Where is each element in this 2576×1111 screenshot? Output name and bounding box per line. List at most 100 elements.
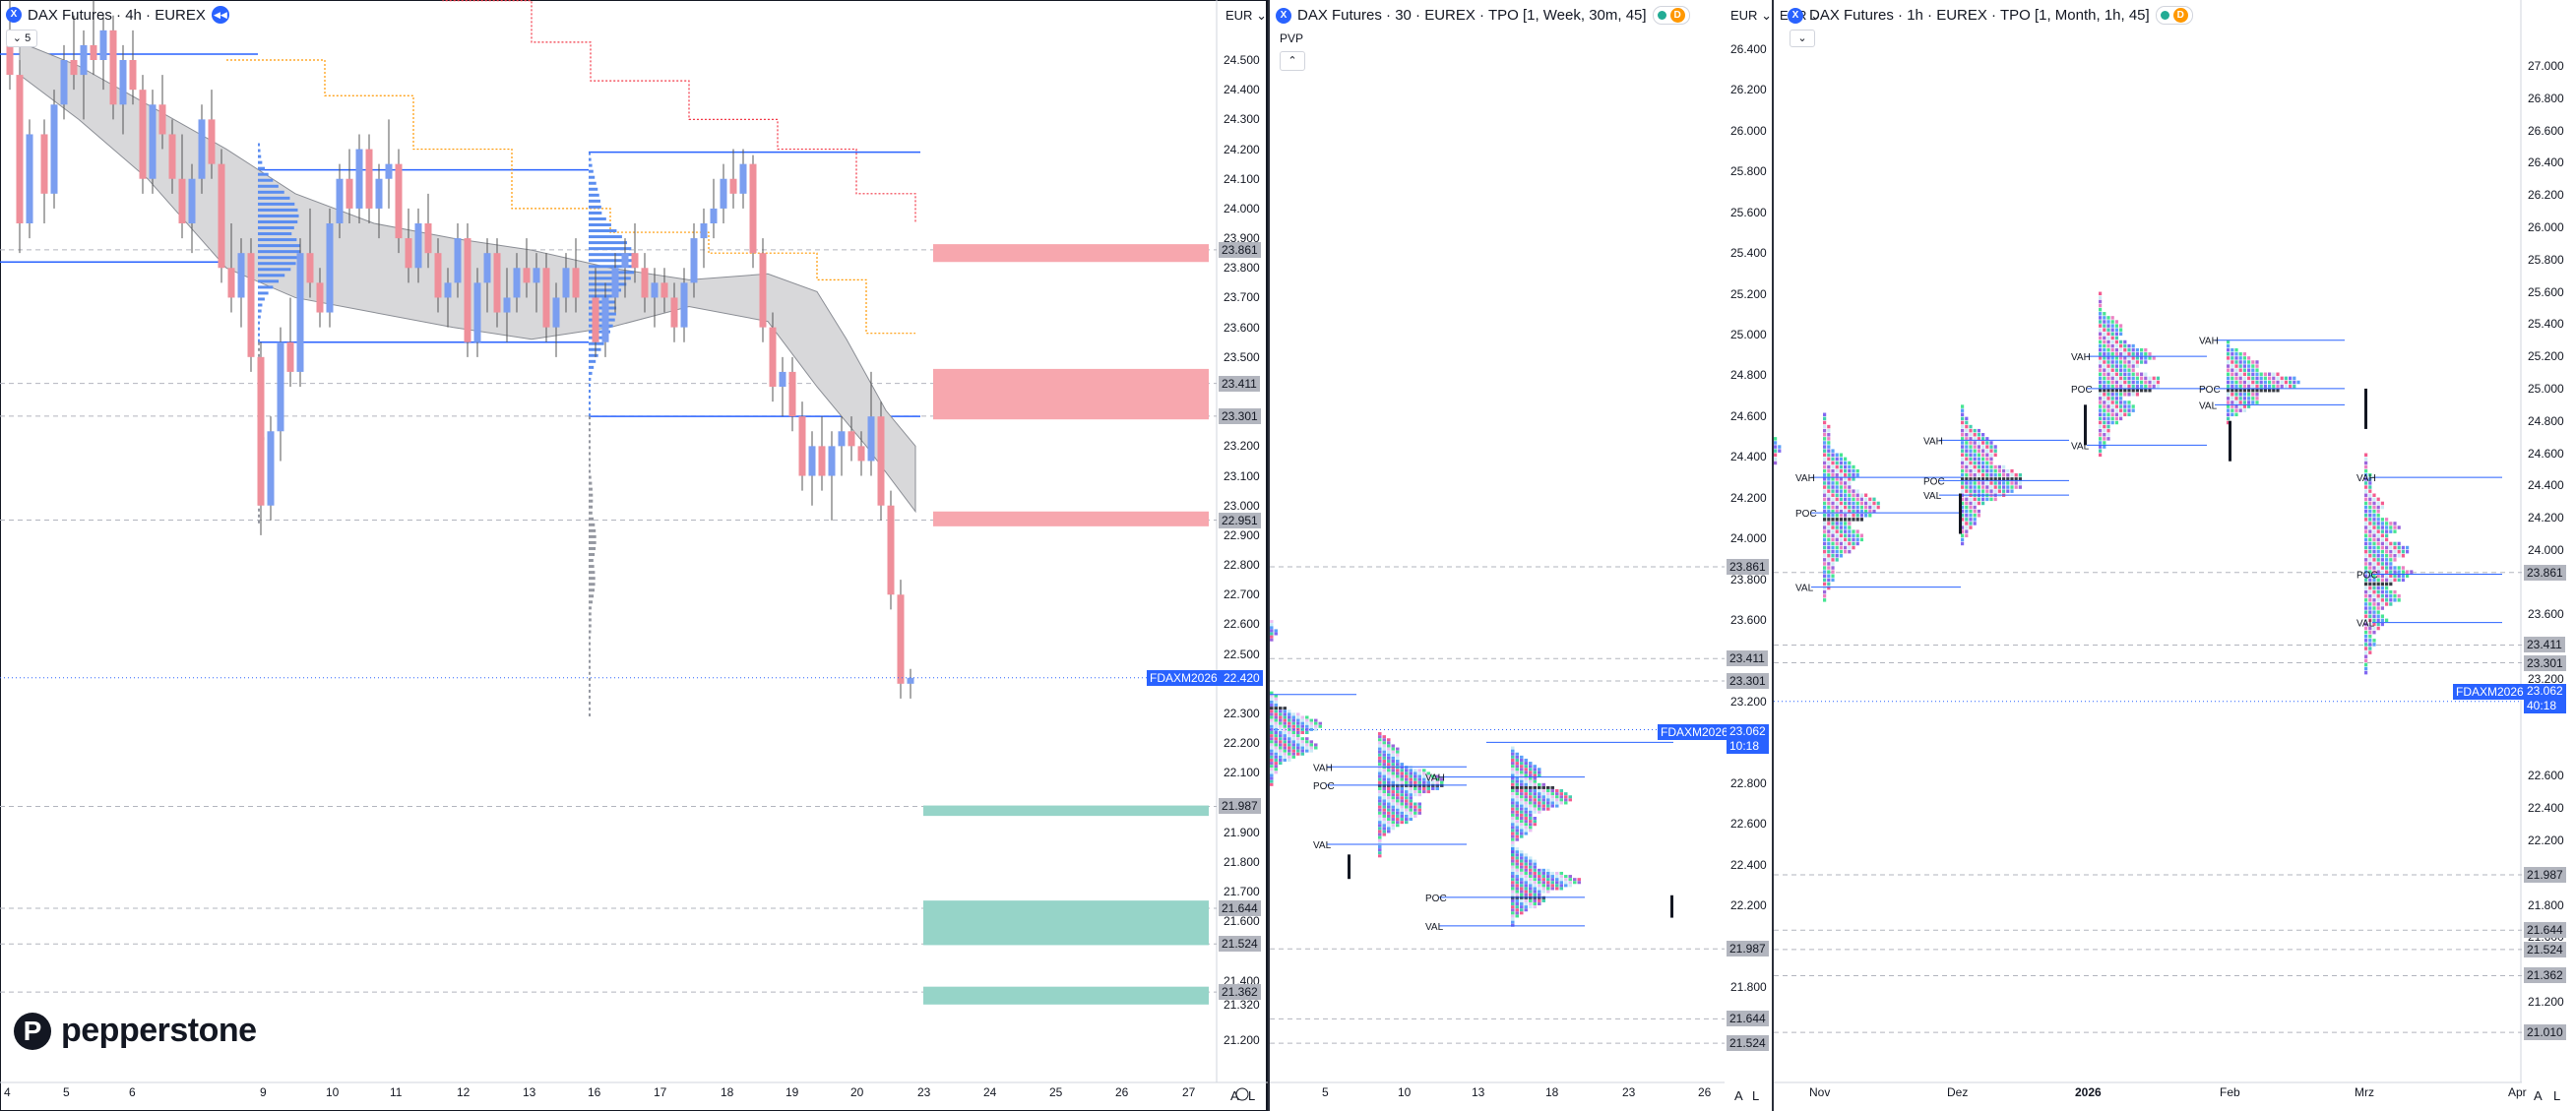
tpo-block [2376,505,2380,510]
candle-body [129,60,137,91]
tpo-block [1969,424,1973,429]
left-currency-selector[interactable]: EUR ⌄ [1225,8,1267,24]
tpo-block [2127,388,2131,393]
tpo-block [1823,598,1827,602]
tpo-block [1270,700,1274,704]
middle-axis-area[interactable]: EUR ⌄ 26.400 26.200 26.000 25.800 25.600 25.4… [1725,0,1772,1111]
left-pane-title[interactable]: DAX Futures · 4h · EUREX [28,6,206,24]
right-axis-area[interactable]: 27.000 26.800 26.600 26.400 26.200 26.000 25.8… [2522,0,2576,1111]
candle-body [907,677,914,684]
tpo-block [1291,712,1295,716]
tpo-block [1515,905,1519,909]
pane-divider[interactable] [1772,0,1774,1111]
tpo-block [2099,453,2103,458]
pvp-indicator-label[interactable]: PVP [1280,31,1304,45]
candle-body [828,446,836,476]
tpo-block [1520,755,1524,759]
volume-profile-bar [258,196,290,200]
tpo-block [1868,509,1872,514]
tpo-block [2368,549,2372,554]
tpo-block [1977,464,1980,469]
candle-body [198,119,206,179]
log-scale-button[interactable]: L [1752,1088,1760,1103]
candle-body [208,119,216,164]
tpo-block [1823,453,1827,458]
tpo-block [1270,632,1274,636]
right-pane-title[interactable]: DAX Futures · 1h · EUREX · TPO [1, Month… [1809,7,2150,24]
tpo-block [1300,740,1304,744]
tpo-block [1848,493,1852,498]
tpo-block [2148,380,2152,385]
tpo-block [1409,808,1413,812]
market-status-pill[interactable]: D [2155,6,2193,25]
collapse-indicators-button[interactable]: ⌄ [1790,30,1815,47]
tpo-block [1961,457,1965,462]
auto-scale-button[interactable]: A [1734,1088,1743,1103]
collapse-indicators-button[interactable]: ⌃ [1280,51,1305,71]
tpo-block [2140,372,2144,377]
tpo-block [1515,881,1519,885]
tpo-block [1827,525,1831,529]
tpo-block [1529,798,1533,802]
tpo-block [1378,821,1382,825]
supply-demand-zone [923,900,1209,946]
auto-scale-button[interactable]: A [2534,1088,2543,1103]
log-scale-button[interactable]: L [2553,1088,2561,1103]
tpo-block [2376,598,2380,602]
candle-body [218,163,225,269]
tpo-block [2372,541,2376,546]
tpo-block [1511,914,1515,918]
tpo-block [2144,347,2148,352]
time-tick: 26 [1698,1085,1712,1099]
tpo-block [2099,343,2103,348]
tpo-block [1511,856,1515,860]
session-marker [2084,404,2087,446]
tpo-block [2103,441,2106,445]
tpo-block [1378,799,1382,803]
tpo-block [1296,718,1300,722]
candle-body [247,253,255,357]
tpo-block [2010,473,2014,477]
price-tick: 22.400 [1730,857,1767,872]
tpo-block [1859,493,1863,498]
time-tick: 26 [1115,1085,1129,1099]
middle-currency-label[interactable]: EUR ⌄ [1730,8,1772,24]
chart-pane-left[interactable]: X DAX Futures · 4h · EUREX ◀◀ ⌄ 5 EUR ⌄ … [0,0,1268,1111]
volume-profile-bar [589,416,591,420]
tpo-block [2099,368,2103,372]
tpo-block [1400,769,1404,772]
interval-collapse-button[interactable]: ⌄ 5 [6,30,37,47]
tpo-block [1550,795,1554,799]
tpo-block [1511,798,1515,802]
candle-body [503,297,511,313]
left-chart-canvas[interactable] [0,0,1268,1111]
tpo-block [1283,710,1287,713]
tpo-block [1855,529,1859,533]
market-status-pill[interactable]: D [1652,6,1690,25]
tpo-block [2234,401,2238,404]
tpo-marker-label: POC [2071,385,2093,396]
tpo-block [1848,545,1852,550]
tpo-block [2247,384,2251,389]
chart-pane-middle[interactable]: VAH POC VAL VAH POC VAL X DAX Futures · 30 · … [1270,0,1725,1111]
tpo-block [1541,887,1545,891]
tpo-block [1546,792,1550,796]
tpo-block [1839,468,1843,473]
tpo-block [2114,364,2118,368]
tpo-block [1511,843,1515,847]
tpo-block [1533,902,1537,906]
middle-pane-title[interactable]: DAX Futures · 30 · EUREX · TPO [1, Week,… [1297,7,1647,24]
replay-rewind-icon[interactable]: ◀◀ [211,6,229,24]
pane-divider[interactable] [1268,0,1270,1111]
tpo-block [1973,514,1977,518]
tpo-block [1839,473,1843,477]
log-scale-button[interactable]: L [1248,1088,1256,1103]
auto-scale-button[interactable]: A [1230,1088,1239,1103]
tpo-block [1391,780,1395,784]
tpo-block [1872,505,1876,510]
chart-pane-right[interactable]: VAH POC VAL VAH POC VAL VAH POC VAL VAH POC VAL VAH P… [1774,0,2522,1111]
tpo-block [2255,368,2259,372]
tpo-block [1511,837,1515,841]
right-chart-canvas[interactable]: VAHPOCVALVAHPOCVALVAHPOCVALVAHPOCVALVAHP… [1774,0,2522,1111]
